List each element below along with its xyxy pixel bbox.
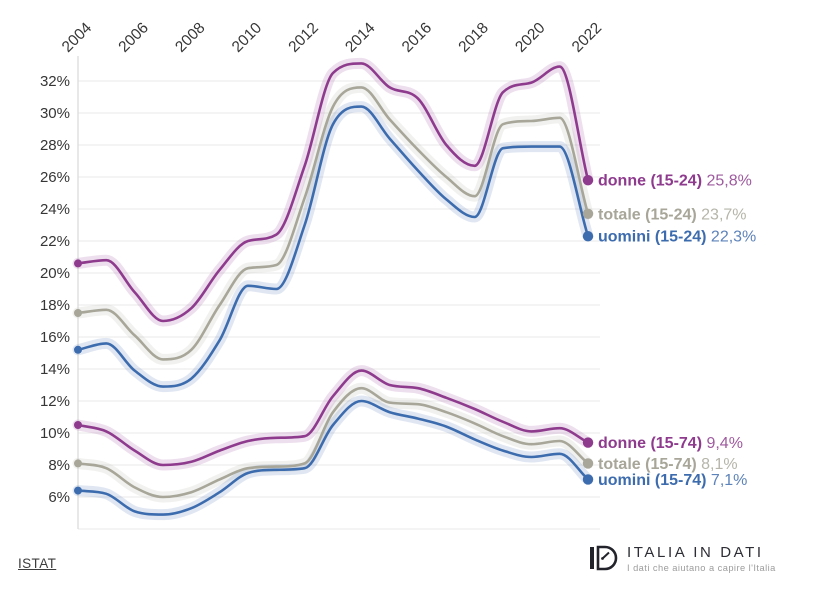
series-dots (74, 175, 594, 495)
y-axis-tick-label: 22% (40, 233, 70, 250)
axis-tick-labels: 32% 30% 28% 26% 24% 22% 20% 18% 16% 14% 12% 10% 8% 6% (40, 73, 70, 506)
x-axis-tick-label: 2012 (285, 19, 321, 55)
series-end-labels: donne (15-24) 25,8% totale (15-24) 23,7% u… (598, 173, 756, 489)
brand-text: ITALIA IN DATI I dati che aiutano a capi… (627, 544, 776, 573)
series-end-dot-donne-15-74 (582, 437, 594, 448)
y-axis-tick-label: 26% (40, 169, 70, 186)
series-line-donne-15-74 (76, 369, 590, 467)
y-axis-tick-label: 30% (40, 105, 70, 122)
grid-lines (78, 80, 600, 530)
x-axis-tick-label: 2010 (229, 19, 266, 56)
series-end-dot-uomini-15-24 (582, 231, 594, 242)
series-line-totale-15-74 (76, 386, 590, 499)
series-label-donne-15-24: donne (15-24) 25,8% (598, 173, 752, 190)
y-axis-tick-label: 10% (40, 425, 70, 442)
series-start-dot-totale-15-74 (74, 459, 82, 468)
series-line-donne-15-24 (76, 62, 590, 323)
series-line-uomini-15-74 (76, 399, 590, 516)
x-axis-tick-label: 2004 (59, 19, 96, 56)
series-start-dot-uomini-15-24 (74, 345, 82, 354)
y-axis-tick-label: 18% (40, 297, 70, 314)
x-axis-tick-label: 2022 (569, 19, 605, 55)
series-end-dot-uomini-15-74 (582, 474, 594, 485)
y-axis-tick-label: 8% (48, 457, 70, 474)
italia-in-dati-logo: ITALIA IN DATI I dati che aiutano a capi… (588, 543, 776, 573)
series-start-dot-totale-15-24 (74, 309, 82, 317)
series-label-uomini-15-24: uomini (15-24) 22,3% (598, 229, 756, 246)
x-axis-tick-label: 2008 (172, 19, 208, 55)
brand-name: ITALIA IN DATI (627, 543, 764, 561)
series-lines (76, 62, 590, 516)
series-label-totale-15-24: totale (15-24) 23,7% (598, 206, 747, 223)
y-axis-tick-label: 14% (40, 361, 70, 378)
italia-in-dati-logo-icon (590, 545, 618, 571)
x-axis-labels: 2004 2006 2008 2010 2012 2014 2016 2018 2020 2022 (59, 19, 605, 56)
y-axis-tick-label: 24% (40, 201, 70, 218)
series-halos (72, 57, 594, 521)
series-start-dot-donne-15-74 (74, 421, 82, 429)
y-axis-tick-label: 16% (40, 329, 70, 346)
series-end-dot-totale-15-24 (582, 208, 594, 219)
series-end-dot-donne-15-24 (582, 175, 594, 186)
series-start-dot-uomini-15-74 (74, 486, 82, 495)
y-axis-tick-label: 20% (40, 265, 70, 282)
series-label-uomini-15-74: uomini (15-74) 7,1% (598, 472, 747, 489)
x-axis-tick-label: 2014 (342, 19, 379, 56)
x-axis-tick-label: 2020 (512, 19, 549, 56)
x-axis-tick-label: 2018 (455, 19, 491, 55)
series-end-dot-totale-15-74 (582, 458, 594, 469)
y-axis-tick-label: 6% (48, 489, 70, 506)
series-halo-totale-15-74 (72, 382, 594, 503)
x-axis-tick-label: 2016 (399, 19, 435, 55)
x-axis-tick-label: 2006 (115, 19, 151, 55)
series-label-donne-15-74: donne (15-74) 9,4% (598, 435, 743, 452)
series-line-totale-15-24 (76, 86, 590, 361)
brand-tagline: I dati che aiutano a capire l'Italia (627, 562, 776, 573)
source-link-istat[interactable]: ISTAT (18, 556, 57, 571)
series-start-dot-donne-15-24 (74, 259, 82, 268)
series-halo-uomini-15-24 (72, 101, 594, 393)
y-axis-tick-label: 12% (40, 393, 70, 410)
series-label-totale-15-74: totale (15-74) 8,1% (598, 456, 738, 473)
series-line-uomini-15-24 (76, 105, 590, 388)
y-axis-tick-label: 28% (40, 137, 70, 154)
y-axis-tick-label: 32% (40, 73, 70, 90)
